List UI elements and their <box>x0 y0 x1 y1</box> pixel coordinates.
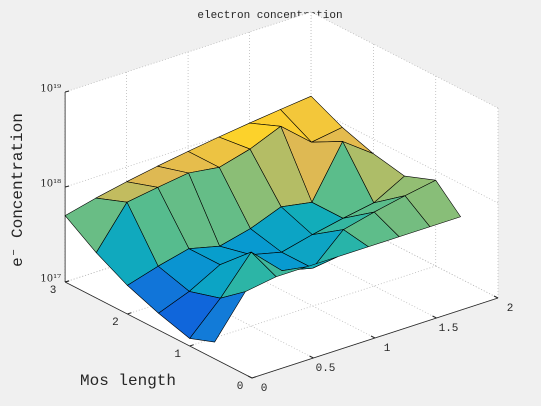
x-tick-label: 3 <box>50 285 57 297</box>
z-tick-label: 10¹⁸ <box>40 179 61 190</box>
grid-line <box>64 11 312 93</box>
grid-line <box>249 221 437 319</box>
grid-line <box>64 106 312 188</box>
z-tick-label: 10¹⁹ <box>40 84 61 95</box>
x-tick-label: 2 <box>112 317 119 329</box>
x-axis-label: Mos length <box>80 372 176 390</box>
y-tick-label: 0.5 <box>316 363 336 375</box>
x-tick <box>251 376 257 379</box>
y-tick-label: 0 <box>261 383 268 395</box>
y-tick <box>309 355 314 359</box>
y-tick-label: 1.5 <box>439 323 459 335</box>
x-tick <box>189 344 194 347</box>
grid-line <box>310 106 499 204</box>
grid-line <box>310 201 499 299</box>
y-tick <box>247 375 253 379</box>
y-tick <box>493 295 499 299</box>
grid-line <box>189 265 436 347</box>
z-tick-label: 10¹⁷ <box>40 274 61 285</box>
z-axis-label: e⁻ Concentration <box>9 113 27 267</box>
x-axis-line <box>64 281 253 379</box>
x-tick-label: 0 <box>237 381 244 393</box>
y-tick-label: 2 <box>507 303 514 315</box>
surface-cell <box>189 291 246 343</box>
y-tick <box>432 315 437 319</box>
grid-line <box>310 11 499 109</box>
x-tick-label: 1 <box>174 349 181 361</box>
y-tick-label: 1 <box>384 343 391 355</box>
z-tick <box>64 185 70 188</box>
z-tick <box>64 90 70 93</box>
x-tick <box>127 312 132 315</box>
z-tick <box>64 280 70 283</box>
grid-line <box>187 241 376 339</box>
y-tick <box>370 335 376 339</box>
